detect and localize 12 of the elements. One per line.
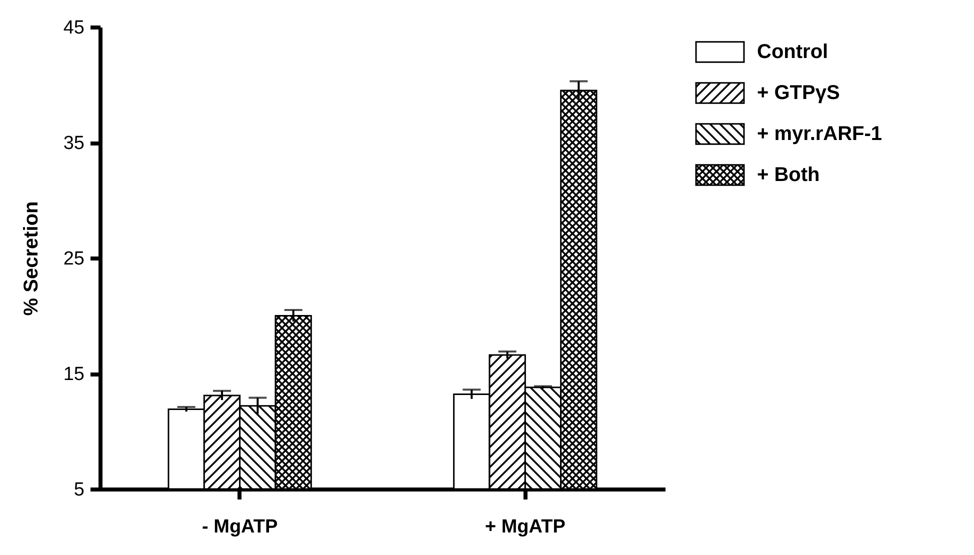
y-axis-title: % Secretion — [20, 201, 42, 316]
legend-label: Control — [757, 41, 828, 63]
y-tick-label: 25 — [63, 248, 84, 270]
y-tick-label: 45 — [63, 18, 84, 38]
x-tick-label: - MgATP — [202, 516, 278, 538]
y-tick-label: 5 — [74, 480, 84, 500]
legend-label: + Both — [757, 164, 820, 186]
x-tick-label: + MgATP — [484, 516, 566, 538]
legend-label: + GTPγS — [757, 82, 840, 104]
legend-label: + myr.rARF-1 — [757, 123, 882, 145]
y-tick-label: 35 — [63, 133, 84, 154]
y-tick-label: 15 — [63, 364, 84, 385]
